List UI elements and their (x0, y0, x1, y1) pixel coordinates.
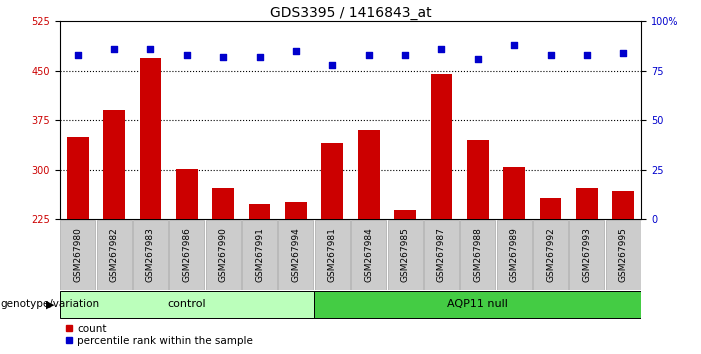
Bar (285, 202, 307, 354)
Bar (103, 110, 125, 354)
Text: GSM267989: GSM267989 (510, 227, 519, 282)
FancyBboxPatch shape (461, 220, 495, 290)
Bar (321, 143, 343, 354)
FancyBboxPatch shape (497, 220, 531, 290)
Bar (139, 58, 161, 354)
Title: GDS3395 / 1416843_at: GDS3395 / 1416843_at (270, 6, 431, 20)
Text: GSM267981: GSM267981 (328, 227, 336, 282)
Text: GSM267984: GSM267984 (365, 228, 373, 282)
FancyBboxPatch shape (606, 220, 641, 290)
Point (508, 42, 519, 48)
Text: genotype/variation: genotype/variation (1, 299, 100, 309)
FancyBboxPatch shape (97, 220, 132, 290)
FancyBboxPatch shape (133, 220, 168, 290)
Point (618, 50, 629, 56)
Bar (540, 198, 562, 354)
Text: GSM267995: GSM267995 (619, 227, 627, 282)
FancyBboxPatch shape (206, 220, 240, 290)
Text: control: control (168, 299, 206, 309)
Bar (503, 167, 525, 354)
Bar (613, 191, 634, 354)
Text: GSM267980: GSM267980 (74, 227, 82, 282)
Text: GSM267992: GSM267992 (546, 228, 555, 282)
Bar (176, 169, 198, 354)
Point (400, 52, 411, 58)
Text: GSM267991: GSM267991 (255, 227, 264, 282)
Text: ▶: ▶ (46, 299, 54, 309)
Point (327, 62, 338, 68)
FancyBboxPatch shape (315, 220, 350, 290)
FancyBboxPatch shape (278, 220, 313, 290)
Legend: count, percentile rank within the sample: count, percentile rank within the sample (64, 324, 253, 346)
Point (472, 56, 484, 62)
Point (254, 54, 265, 60)
FancyBboxPatch shape (242, 220, 277, 290)
Point (545, 52, 556, 58)
Text: GSM267985: GSM267985 (400, 227, 409, 282)
Point (217, 54, 229, 60)
Text: GSM267986: GSM267986 (182, 227, 191, 282)
FancyBboxPatch shape (569, 220, 604, 290)
Point (72, 52, 83, 58)
Point (109, 46, 120, 52)
FancyBboxPatch shape (388, 220, 423, 290)
Text: GSM267988: GSM267988 (473, 227, 482, 282)
Text: AQP11 null: AQP11 null (447, 299, 508, 309)
Bar (249, 204, 271, 354)
Point (145, 46, 156, 52)
Point (182, 52, 193, 58)
Bar (358, 130, 380, 354)
Text: GSM267987: GSM267987 (437, 227, 446, 282)
Bar (576, 188, 598, 354)
Bar (212, 188, 234, 354)
Text: GSM267994: GSM267994 (292, 228, 301, 282)
Text: GSM267990: GSM267990 (219, 227, 228, 282)
Point (363, 52, 374, 58)
FancyBboxPatch shape (60, 220, 95, 290)
Text: GSM267982: GSM267982 (109, 228, 118, 282)
Text: GSM267983: GSM267983 (146, 227, 155, 282)
FancyBboxPatch shape (314, 291, 641, 318)
Text: GSM267993: GSM267993 (583, 227, 592, 282)
FancyBboxPatch shape (351, 220, 386, 290)
Bar (67, 137, 88, 354)
Point (290, 48, 301, 54)
FancyBboxPatch shape (60, 291, 314, 318)
Point (581, 52, 592, 58)
FancyBboxPatch shape (424, 220, 459, 290)
Bar (394, 210, 416, 354)
FancyBboxPatch shape (170, 220, 204, 290)
FancyBboxPatch shape (533, 220, 568, 290)
Point (436, 46, 447, 52)
Bar (467, 140, 489, 354)
Bar (430, 74, 452, 354)
